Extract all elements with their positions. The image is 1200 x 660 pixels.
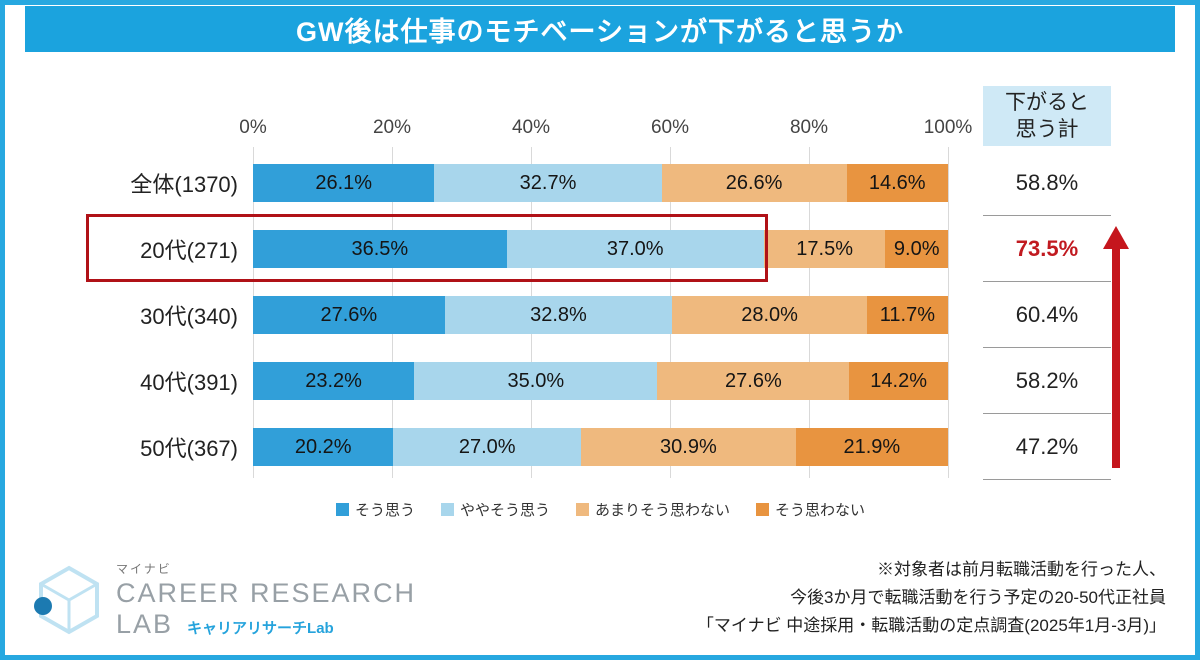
category-label: 30代(340) xyxy=(140,304,238,329)
summary-column-header: 下がると 思う計 xyxy=(983,86,1111,146)
legend-label: あまりそう思わない xyxy=(595,502,731,519)
legend: そう思う ややそう思う あまりそう思わない そう思わない xyxy=(253,499,948,520)
legend-swatch xyxy=(576,503,589,516)
summary-header-line1: 下がると xyxy=(1005,91,1089,114)
summary-value: 73.5% xyxy=(983,216,1111,282)
legend-swatch xyxy=(440,503,454,516)
bar-segment: 14.6% xyxy=(846,164,948,202)
bar-segment: 36.5% xyxy=(253,230,507,268)
category-label: 20代(271) xyxy=(140,238,238,263)
bar-segment: 14.2% xyxy=(849,362,948,400)
bar-segment: 32.7% xyxy=(434,164,662,202)
note-line: ※対象者は前月転職活動を行った人、 xyxy=(877,560,1166,579)
summary-value: 58.8% xyxy=(983,150,1111,216)
logo-subtitle: キャリアリサーチLab xyxy=(187,620,334,637)
axis-tick-label: 0% xyxy=(239,117,267,138)
bar-segment: 9.0% xyxy=(885,230,948,268)
axis-tick-label: 20% xyxy=(372,117,412,138)
legend-item: そう思わない xyxy=(756,499,865,520)
legend-item: ややそう思う xyxy=(440,499,550,520)
up-arrow-icon xyxy=(1103,226,1129,249)
summary-value: 47.2% xyxy=(983,414,1111,480)
chart-title-bar: GW後は仕事のモチベーションが下がると思うか xyxy=(25,6,1175,52)
bar-segment: 23.2% xyxy=(253,362,415,400)
bar-segment: 27.6% xyxy=(657,362,850,400)
legend-label: そう思う xyxy=(354,502,415,519)
bar-segment: 21.9% xyxy=(795,428,948,466)
bar-segment: 35.0% xyxy=(414,362,658,400)
bar-segment: 28.0% xyxy=(672,296,867,334)
bar-segment: 26.1% xyxy=(253,164,435,202)
highlight-box-20s-row xyxy=(86,214,768,282)
legend-label: ややそう思う xyxy=(459,502,550,519)
legend-swatch xyxy=(335,503,349,516)
logo-text: マイナビ CAREER RESEARCH LAB キャリアリサーチLab xyxy=(116,560,416,640)
category-label: 50代(367) xyxy=(140,436,238,461)
logo-line2: LAB xyxy=(116,609,174,639)
note-line: 「マイナビ 中途採用・転職活動の定点調査(2025年1月-3月)」 xyxy=(696,616,1166,635)
gridline xyxy=(948,147,949,478)
axis-tick-label: 60% xyxy=(650,117,690,138)
survey-notes: ※対象者は前月転職活動を行った人、 今後3か月で転職活動を行う予定の20-50代… xyxy=(697,556,1166,640)
bar-segment: 27.6% xyxy=(253,296,445,334)
bar-segment: 32.8% xyxy=(444,296,673,334)
stacked-bar: 20.2% 27.0% 30.9% 21.9% xyxy=(253,428,948,466)
note-line: 今後3か月で転職活動を行う予定の20-50代正社員 xyxy=(790,588,1166,607)
legend-swatch xyxy=(756,503,770,516)
stacked-bar: 23.2% 35.0% 27.6% 14.2% xyxy=(253,362,948,400)
bar-segment: 37.0% xyxy=(506,230,764,268)
bar-segment: 11.7% xyxy=(866,296,948,334)
category-label: 全体(1370) xyxy=(130,172,238,197)
stacked-bar: 26.1% 32.7% 26.6% 14.6% xyxy=(253,164,948,202)
summary-value: 58.2% xyxy=(983,348,1111,414)
stacked-bar: 36.5% 37.0% 17.5% 9.0% xyxy=(253,230,948,268)
logo-line1: CAREER RESEARCH xyxy=(116,578,417,608)
axis-tick-label: 100% xyxy=(923,117,973,138)
bar-segment: 17.5% xyxy=(763,230,886,268)
summary-header-line2: 思う計 xyxy=(1015,118,1079,141)
career-research-lab-logo: マイナビ CAREER RESEARCH LAB キャリアリサーチLab xyxy=(32,560,416,645)
legend-label: そう思わない xyxy=(775,502,866,519)
summary-value: 60.4% xyxy=(983,282,1111,348)
axis-tick-label: 40% xyxy=(511,117,551,138)
stacked-bar: 27.6% 32.8% 28.0% 11.7% xyxy=(253,296,948,334)
logo-cube-icon xyxy=(32,560,104,645)
chart-title: GW後は仕事のモチベーションが下がると思うか xyxy=(296,16,904,47)
category-label: 40代(391) xyxy=(140,370,238,395)
bar-segment: 30.9% xyxy=(581,428,796,466)
bar-segment: 20.2% xyxy=(253,428,394,466)
bar-segment: 26.6% xyxy=(661,164,847,202)
legend-item: あまりそう思わない xyxy=(576,499,730,520)
legend-item: そう思う xyxy=(335,499,415,520)
axis-tick-label: 80% xyxy=(789,117,829,138)
bar-segment: 27.0% xyxy=(393,428,582,466)
up-arrow-shaft xyxy=(1112,248,1120,468)
logo-brand: マイナビ xyxy=(116,562,172,576)
